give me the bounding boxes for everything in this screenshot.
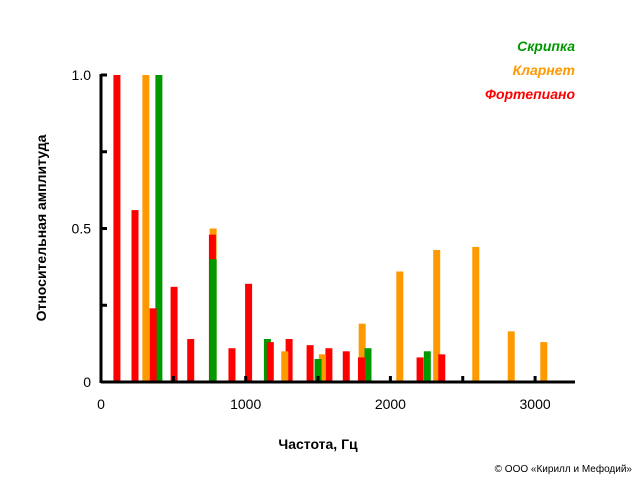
y-axis-label: Относительная амплитуда: [33, 134, 49, 321]
bar-series-1-0: [142, 75, 150, 382]
bar-series-0-5: [423, 351, 431, 382]
bar-series-0-3: [314, 358, 322, 382]
bar-series-1-2: [281, 351, 289, 382]
bar-series-1-9: [540, 342, 548, 382]
bar-series-2-1: [131, 210, 139, 382]
bar-series-2-14: [416, 357, 424, 382]
bar-series-2-13: [357, 357, 365, 382]
x-tick-label: 1000: [230, 396, 261, 412]
legend-item: Фортепиано: [485, 86, 575, 102]
legend: Скрипка Кларнет Фортепиано: [485, 38, 575, 102]
bar-series-2-10: [306, 345, 314, 382]
x-axis-label: Частота, Гц: [278, 436, 358, 452]
bar-series-1-5: [396, 271, 404, 382]
x-tick-label: 0: [97, 396, 105, 412]
axes: [99, 73, 575, 384]
bar-series-0-4: [364, 348, 372, 382]
bar-series-2-8: [266, 342, 274, 382]
y-tick-label: 1.0: [72, 67, 92, 83]
bar-series-1-6: [433, 249, 441, 382]
tick-labels: 0 1000 2000 3000 0 0.5 1.0: [72, 67, 551, 412]
bar-series-2-4: [187, 339, 195, 382]
bar-series-1-7: [472, 246, 480, 382]
bar-series-2-6: [228, 348, 236, 382]
y-tick-label: 0.5: [72, 221, 92, 237]
bar-series-2-2: [149, 308, 157, 382]
copyright: © ООО «Кирилл и Мефодий»: [495, 463, 633, 475]
bar-series-2-0: [113, 75, 121, 382]
legend-item: Скрипка: [517, 38, 575, 54]
legend-item: Кларнет: [513, 62, 575, 78]
bar-series-2-3: [170, 286, 178, 382]
bar-series-0-0: [155, 75, 163, 382]
bar-series-2-11: [325, 348, 333, 382]
bar-series-1-8: [507, 331, 515, 382]
x-tick-label: 3000: [520, 396, 551, 412]
bars: [113, 75, 548, 382]
bar-series-1-3: [318, 354, 326, 382]
x-tick-label: 2000: [375, 396, 406, 412]
bar-series-0-1: [209, 259, 217, 382]
bar-series-1-4: [358, 323, 366, 382]
bar-series-2-12: [342, 351, 350, 382]
bar-series-2-7: [245, 283, 253, 382]
bar-series-2-15: [438, 354, 446, 382]
bar-series-2-9: [285, 339, 293, 382]
y-tick-label: 0: [83, 374, 91, 390]
